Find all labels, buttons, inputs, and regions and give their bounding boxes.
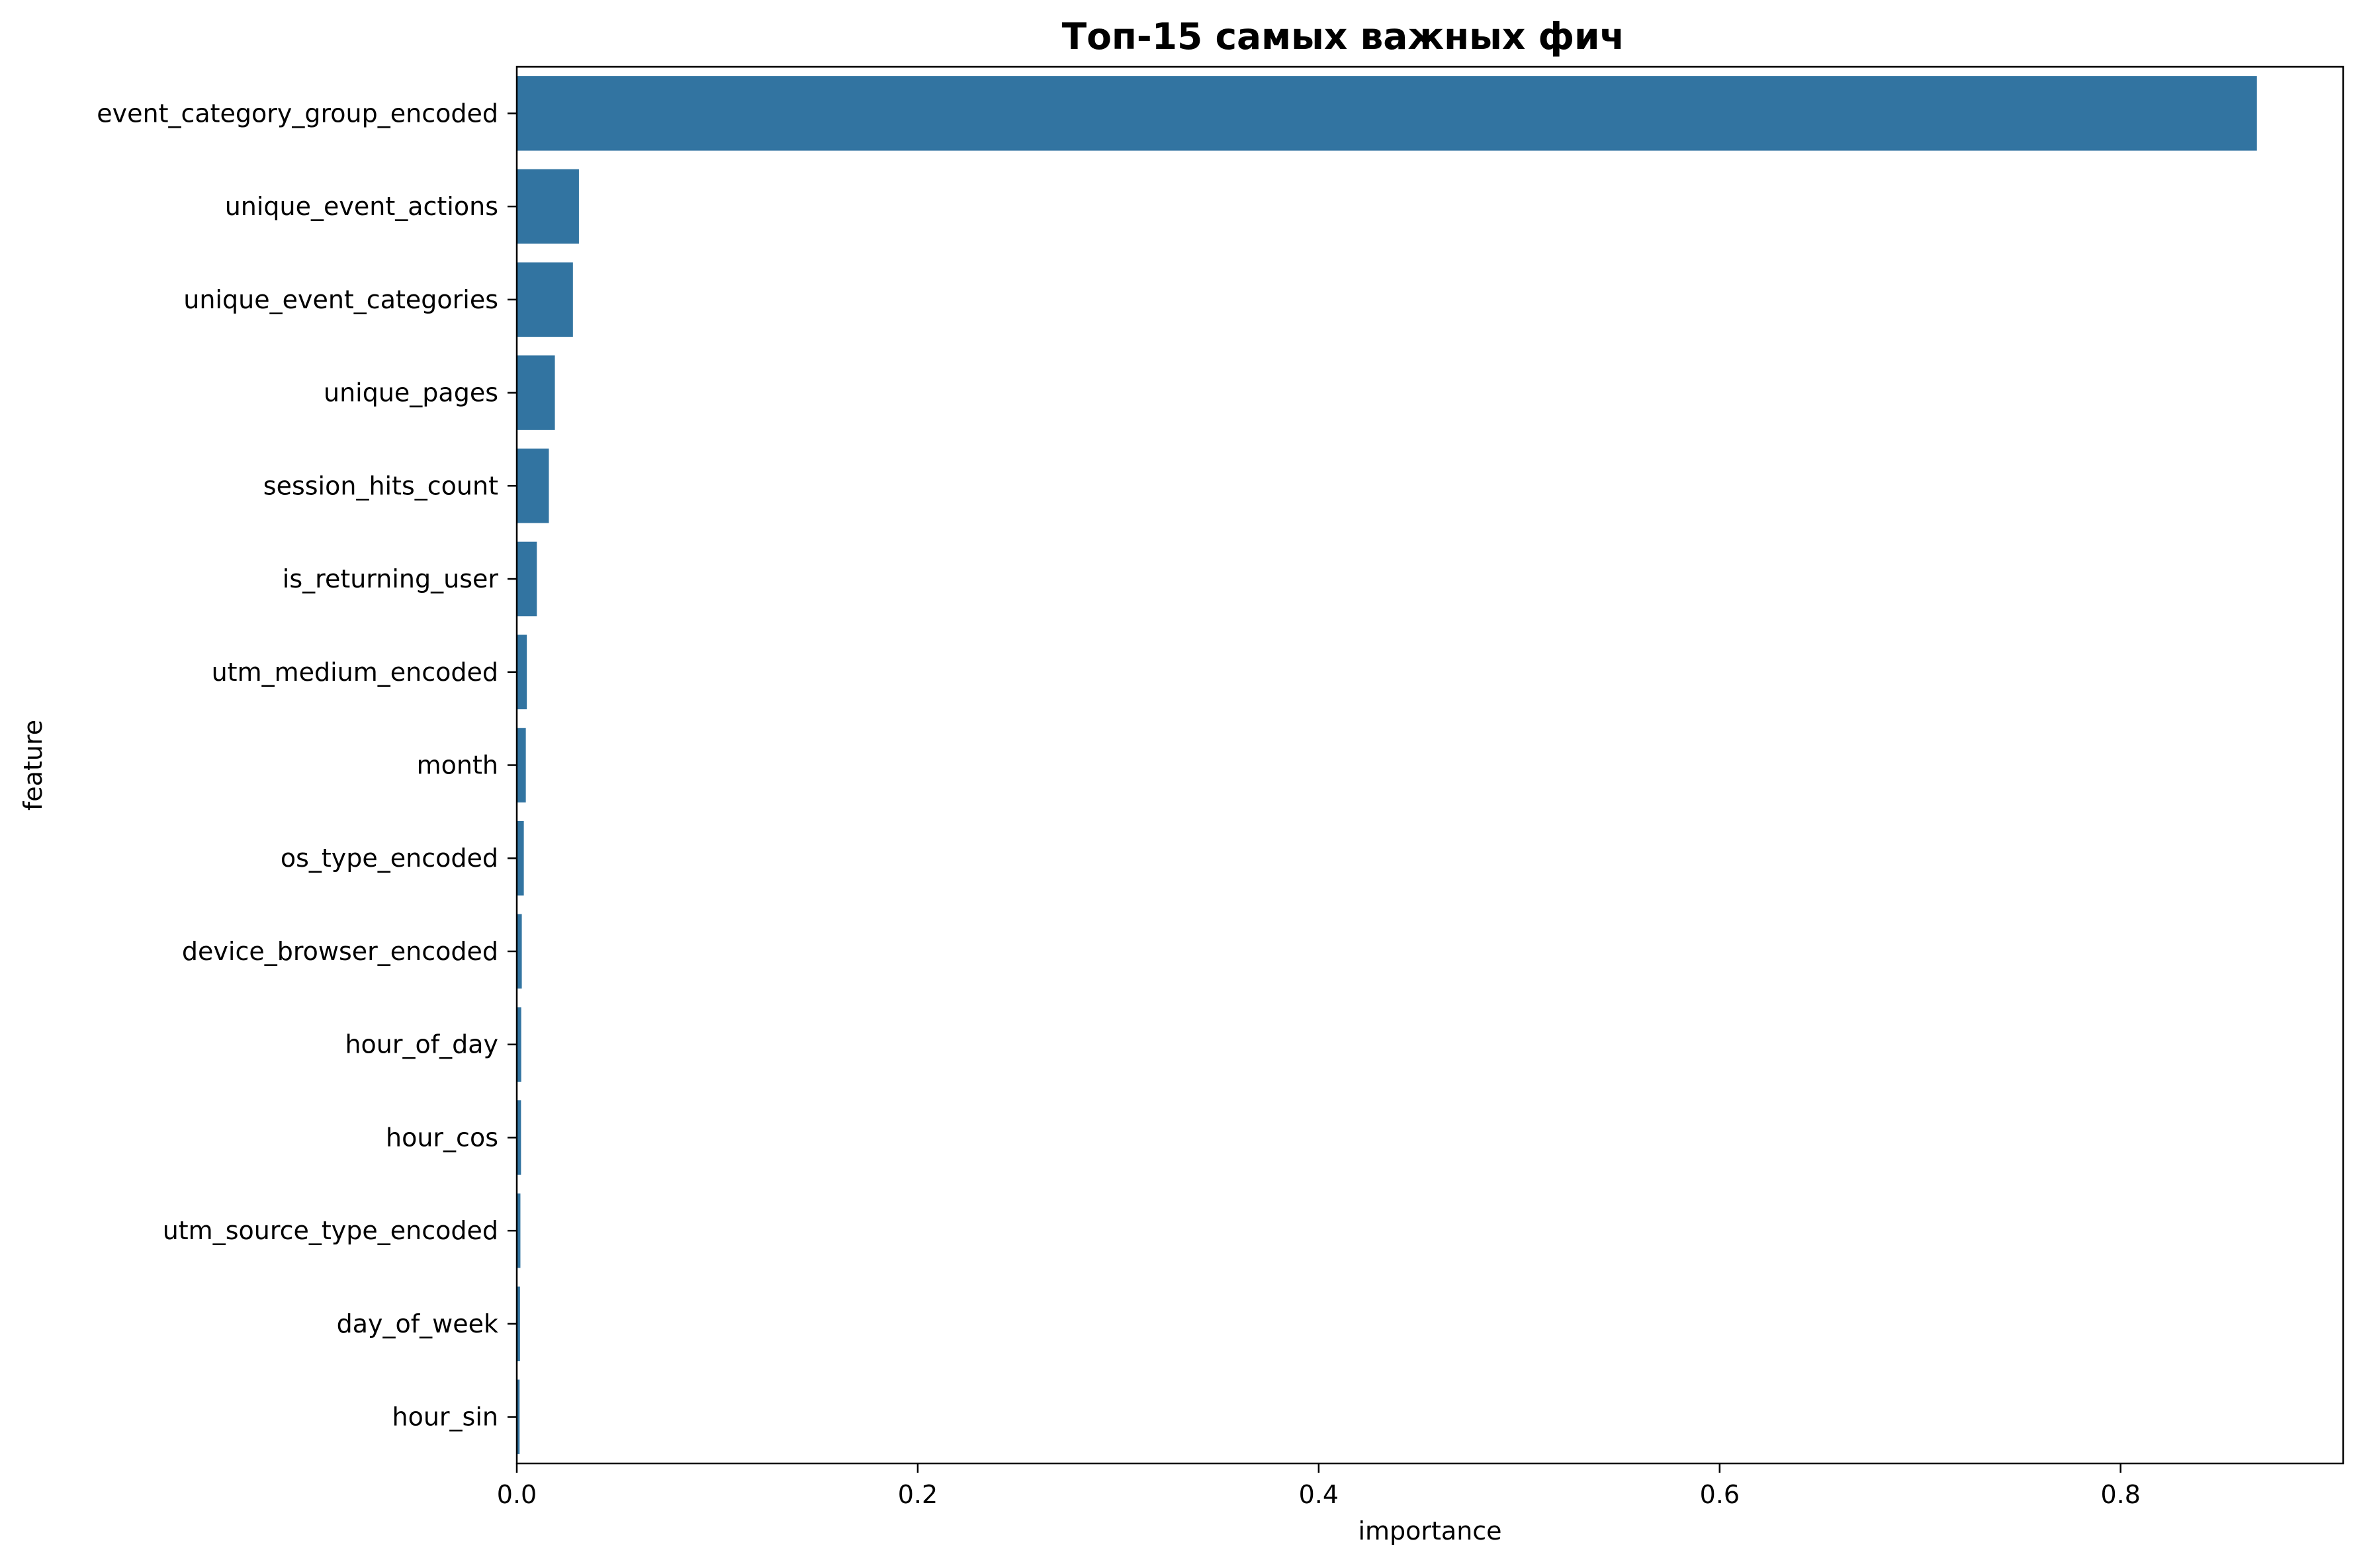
y-tick-label: utm_source_type_encoded	[163, 1216, 498, 1245]
x-tick-label: 0.4	[1299, 1480, 1339, 1509]
y-tick-label: unique_event_categories	[183, 285, 498, 314]
bar-utm-medium-encoded	[517, 634, 527, 710]
chart-title: Топ-15 самых важных фич	[1062, 15, 1625, 58]
y-tick-label: hour_cos	[386, 1123, 498, 1152]
bar-unique-pages	[517, 355, 555, 430]
x-axis: 0.0 0.2 0.4 0.6 0.8	[497, 1463, 2141, 1509]
x-axis-label: importance	[1358, 1516, 1501, 1546]
x-tick-label: 0.8	[2100, 1480, 2140, 1509]
y-tick-label: unique_pages	[324, 378, 498, 408]
y-tick-label: hour_of_day	[345, 1030, 498, 1059]
bar-event-category-group-encoded	[517, 76, 2257, 151]
x-tick-label: 0.6	[1700, 1480, 1740, 1509]
bar-hour-sin	[517, 1379, 520, 1454]
bar-os-type-encoded	[517, 820, 524, 896]
y-tick-label: month	[417, 751, 498, 780]
bar-hour-cos	[517, 1100, 521, 1175]
y-tick-label: is_returning_user	[283, 564, 499, 593]
y-axis: event_category_group_encoded unique_event…	[97, 99, 517, 1432]
bar-unique-event-actions	[517, 169, 579, 244]
y-tick-label: unique_event_actions	[225, 192, 498, 221]
bar-device-browser-encoded	[517, 914, 522, 989]
bar-unique-event-categories	[517, 262, 573, 337]
bar-day-of-week	[517, 1286, 520, 1362]
y-tick-label: os_type_encoded	[281, 844, 498, 873]
bar-hour-of-day	[517, 1007, 521, 1082]
plot-frame	[515, 65, 2344, 1465]
bar-utm-source-type-encoded	[517, 1193, 521, 1268]
bar-month	[517, 728, 526, 803]
bar-session-hits-count	[517, 449, 549, 523]
y-tick-label: utm_medium_encoded	[212, 658, 498, 687]
bars-layer	[517, 76, 2257, 1454]
y-tick-label: session_hits_count	[263, 471, 498, 500]
x-tick-label: 0.2	[898, 1480, 938, 1509]
bar-is-returning-user	[517, 541, 537, 617]
x-tick-label: 0.0	[497, 1480, 537, 1509]
y-tick-label: day_of_week	[337, 1309, 498, 1338]
y-tick-label: device_browser_encoded	[182, 937, 498, 966]
y-axis-label: feature	[19, 720, 48, 810]
y-tick-label: event_category_group_encoded	[97, 99, 498, 128]
y-tick-label: hour_sin	[392, 1403, 498, 1432]
